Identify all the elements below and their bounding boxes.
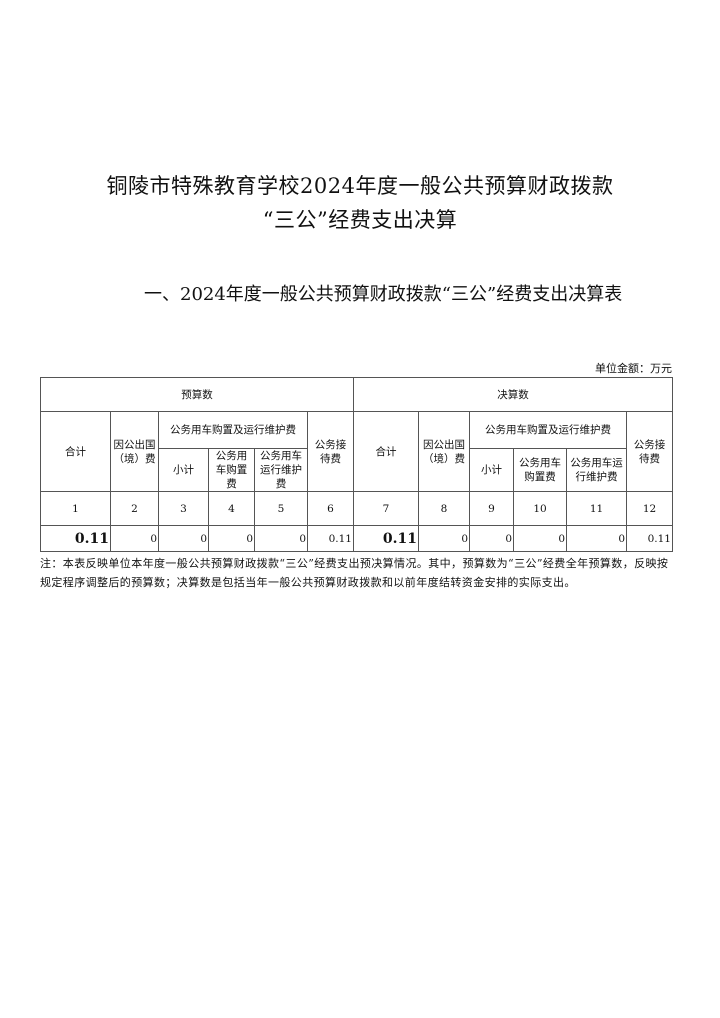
- document-title-line1: 铜陵市特殊教育学校2024年度一般公共预算财政拨款: [106, 174, 614, 198]
- header-purchase: 公务用车购置费: [513, 448, 567, 492]
- value-cell: 0: [208, 525, 255, 552]
- header-reception: 公务接待费: [626, 411, 673, 492]
- value-cell: 0.11: [40, 525, 111, 552]
- table-note: 注：本表反映单位本年度一般公共预算财政拨款“三公”经费支出预决算情况。其中，预算…: [40, 557, 669, 589]
- header-final: 决算数: [353, 377, 673, 412]
- col-number: 6: [307, 491, 354, 526]
- value-cell: 0.11: [353, 525, 419, 552]
- col-number: 3: [158, 491, 209, 526]
- document-title-line2: “三公”经费支出决算: [262, 208, 458, 232]
- header-purchase: 公务用车购置费: [208, 448, 255, 492]
- col-number: 8: [418, 491, 470, 526]
- col-number: 10: [513, 491, 567, 526]
- header-abroad: 因公出国（境）费: [418, 411, 470, 492]
- col-number: 1: [40, 491, 111, 526]
- col-number: 7: [353, 491, 419, 526]
- col-number: 4: [208, 491, 255, 526]
- value-cell: 0: [566, 525, 627, 552]
- three-public-expenses-table: 预算数 决算数 合计 因公出国（境）费 公务用车购置及运行维护费 公务接待费 合…: [40, 377, 673, 552]
- column-number-row: 1 2 3 4 5 6 7 8 9 10 11 12: [40, 491, 673, 526]
- value-cell: 0: [513, 525, 567, 552]
- header-total: 合计: [40, 411, 111, 492]
- header-total: 合计: [353, 411, 419, 492]
- table-row: 0.11 0 0 0 0 0.11 0.11 0 0 0 0 0.11: [40, 525, 673, 552]
- header-vehicle: 公务用车购置及运行维护费: [469, 411, 627, 449]
- header-budget: 预算数: [40, 377, 354, 412]
- unit-label: 单位金额：万元: [595, 362, 672, 375]
- value-cell: 0: [469, 525, 514, 552]
- header-abroad: 因公出国（境）费: [110, 411, 159, 492]
- header-vehicle: 公务用车购置及运行维护费: [158, 411, 308, 449]
- col-number: 12: [626, 491, 673, 526]
- col-number: 9: [469, 491, 514, 526]
- value-cell: 0: [158, 525, 209, 552]
- value-cell: 0: [418, 525, 470, 552]
- value-cell: 0: [110, 525, 159, 552]
- col-number: 2: [110, 491, 159, 526]
- header-subtotal: 小计: [469, 448, 514, 492]
- header-operation: 公务用车运行维护费: [566, 448, 627, 492]
- col-number: 5: [254, 491, 308, 526]
- col-number: 11: [566, 491, 627, 526]
- value-cell: 0: [254, 525, 308, 552]
- section-title: 一、2024年度一般公共预算财政拨款“三公”经费支出决算表: [144, 284, 623, 305]
- header-subtotal: 小计: [158, 448, 209, 492]
- header-reception: 公务接待费: [307, 411, 354, 492]
- header-operation: 公务用车运行维护费: [254, 448, 308, 492]
- value-cell: 0.11: [307, 525, 354, 552]
- value-cell: 0.11: [626, 525, 673, 552]
